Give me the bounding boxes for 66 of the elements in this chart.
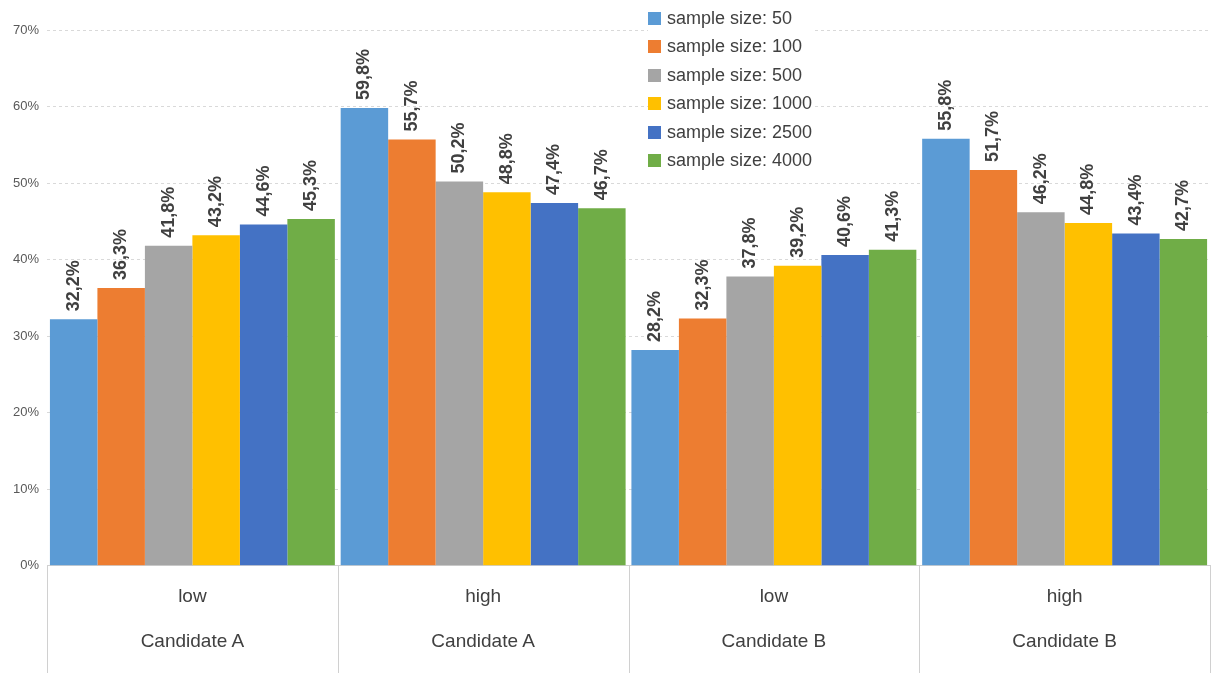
y-tick-label: 30% [12, 327, 40, 343]
bar [631, 349, 679, 566]
bar [530, 202, 579, 566]
data-label: 45,3% [300, 160, 321, 212]
bar [726, 276, 774, 566]
legend-label: sample size: 4000 [667, 150, 813, 172]
bar [1017, 212, 1065, 566]
data-label: 55,8% [934, 79, 955, 131]
data-label: 32,3% [691, 259, 712, 311]
bar [922, 138, 970, 566]
bar [49, 319, 98, 566]
data-label: 40,6% [834, 195, 855, 248]
data-label: 41,8% [157, 186, 178, 238]
bar [287, 219, 335, 566]
bar [97, 287, 145, 566]
y-tick-label: 40% [12, 251, 40, 267]
bar [578, 208, 626, 566]
data-label: 50,2% [448, 122, 469, 174]
y-tick-label: 70% [12, 21, 40, 37]
data-label: 28,2% [644, 290, 665, 342]
legend-label: sample size: 500 [667, 64, 803, 86]
data-label: 37,8% [739, 217, 760, 269]
bar [969, 170, 1018, 566]
data-label: 36,3% [110, 228, 131, 280]
bar [868, 249, 917, 566]
data-label: 41,3% [881, 190, 902, 242]
legend-label: sample size: 2500 [667, 121, 813, 143]
data-label: 42,7% [1172, 179, 1193, 231]
y-tick-label: 20% [12, 404, 40, 420]
y-tick-label: 10% [12, 480, 40, 496]
bar [388, 139, 436, 566]
bar [678, 318, 727, 566]
category-label: high Candidate B [1012, 584, 1117, 652]
y-tick-label: 50% [12, 174, 40, 190]
bar [239, 224, 288, 566]
legend-label: sample size: 1000 [667, 93, 813, 115]
data-label: 46,7% [590, 149, 611, 201]
bar [1112, 233, 1160, 566]
bar [821, 255, 869, 566]
bar [1159, 238, 1208, 566]
data-label: 48,8% [495, 133, 516, 185]
data-label: 47,4% [543, 143, 564, 195]
legend-label: sample size: 50 [667, 7, 793, 29]
data-label: 46,2% [1029, 153, 1050, 205]
category-label: high Candidate A [431, 584, 535, 652]
data-label: 59,8% [353, 49, 374, 101]
bar [1064, 222, 1113, 566]
bar [340, 108, 389, 566]
y-tick-label: 0% [20, 557, 40, 573]
legend-label: sample size: 100 [667, 36, 803, 58]
category-label: low Candidate A [140, 584, 245, 652]
data-label: 32,2% [62, 260, 83, 312]
data-label: 39,2% [786, 206, 807, 258]
data-label: 44,8% [1077, 163, 1098, 215]
bar [435, 181, 484, 566]
data-label: 43,4% [1124, 174, 1145, 226]
bar [144, 245, 193, 566]
bar [773, 265, 822, 566]
bar [192, 235, 240, 566]
data-label: 43,2% [205, 176, 226, 228]
bar [483, 192, 531, 566]
data-label: 55,7% [400, 80, 421, 132]
y-tick-label: 60% [12, 98, 40, 114]
category-label: low Candidate B [721, 584, 827, 652]
data-label: 44,6% [252, 165, 273, 217]
data-label: 51,7% [982, 111, 1003, 163]
